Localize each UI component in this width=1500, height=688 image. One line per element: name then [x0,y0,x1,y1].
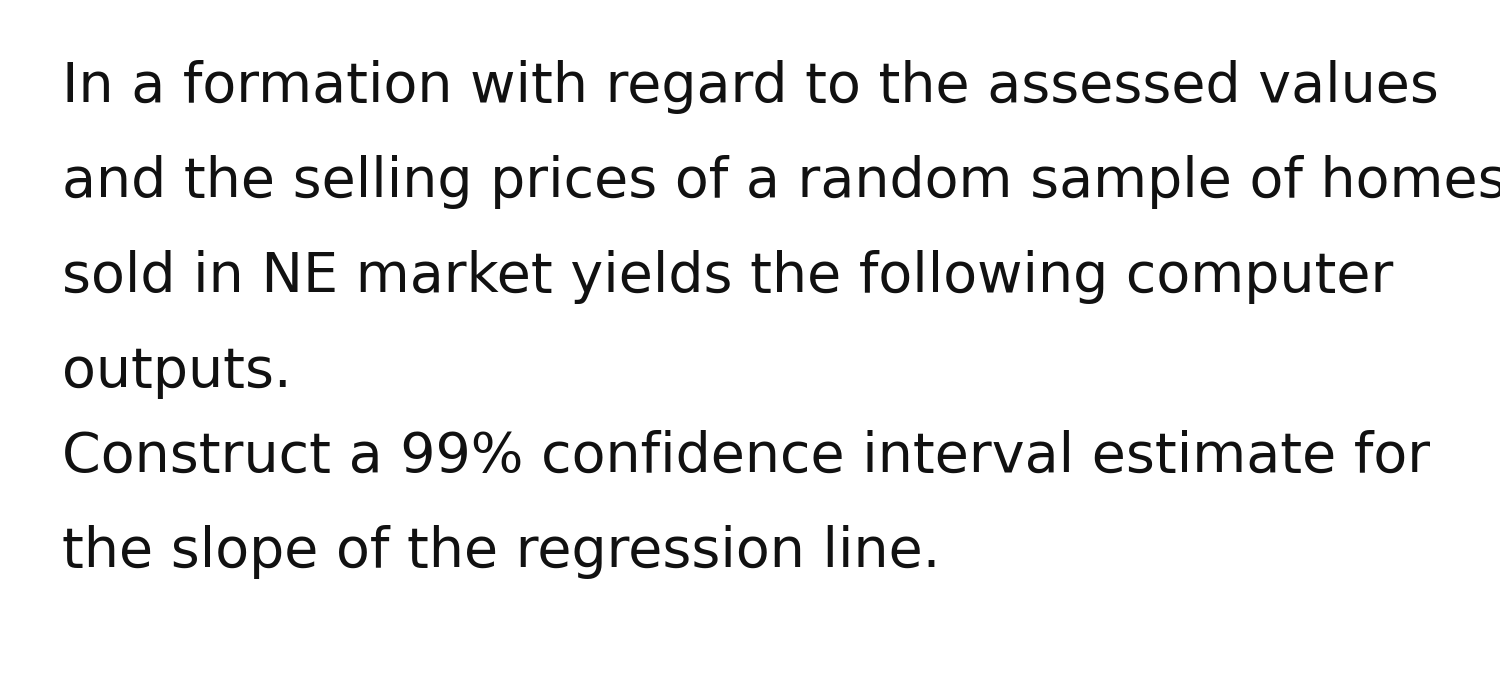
Text: outputs.: outputs. [62,345,291,399]
Text: the slope of the regression line.: the slope of the regression line. [62,525,940,579]
Text: In a formation with regard to the assessed values: In a formation with regard to the assess… [62,60,1438,114]
Text: Construct a 99% confidence interval estimate for: Construct a 99% confidence interval esti… [62,430,1429,484]
Text: sold in NE market yields the following computer: sold in NE market yields the following c… [62,250,1394,304]
Text: and the selling prices of a random sample of homes: and the selling prices of a random sampl… [62,155,1500,209]
